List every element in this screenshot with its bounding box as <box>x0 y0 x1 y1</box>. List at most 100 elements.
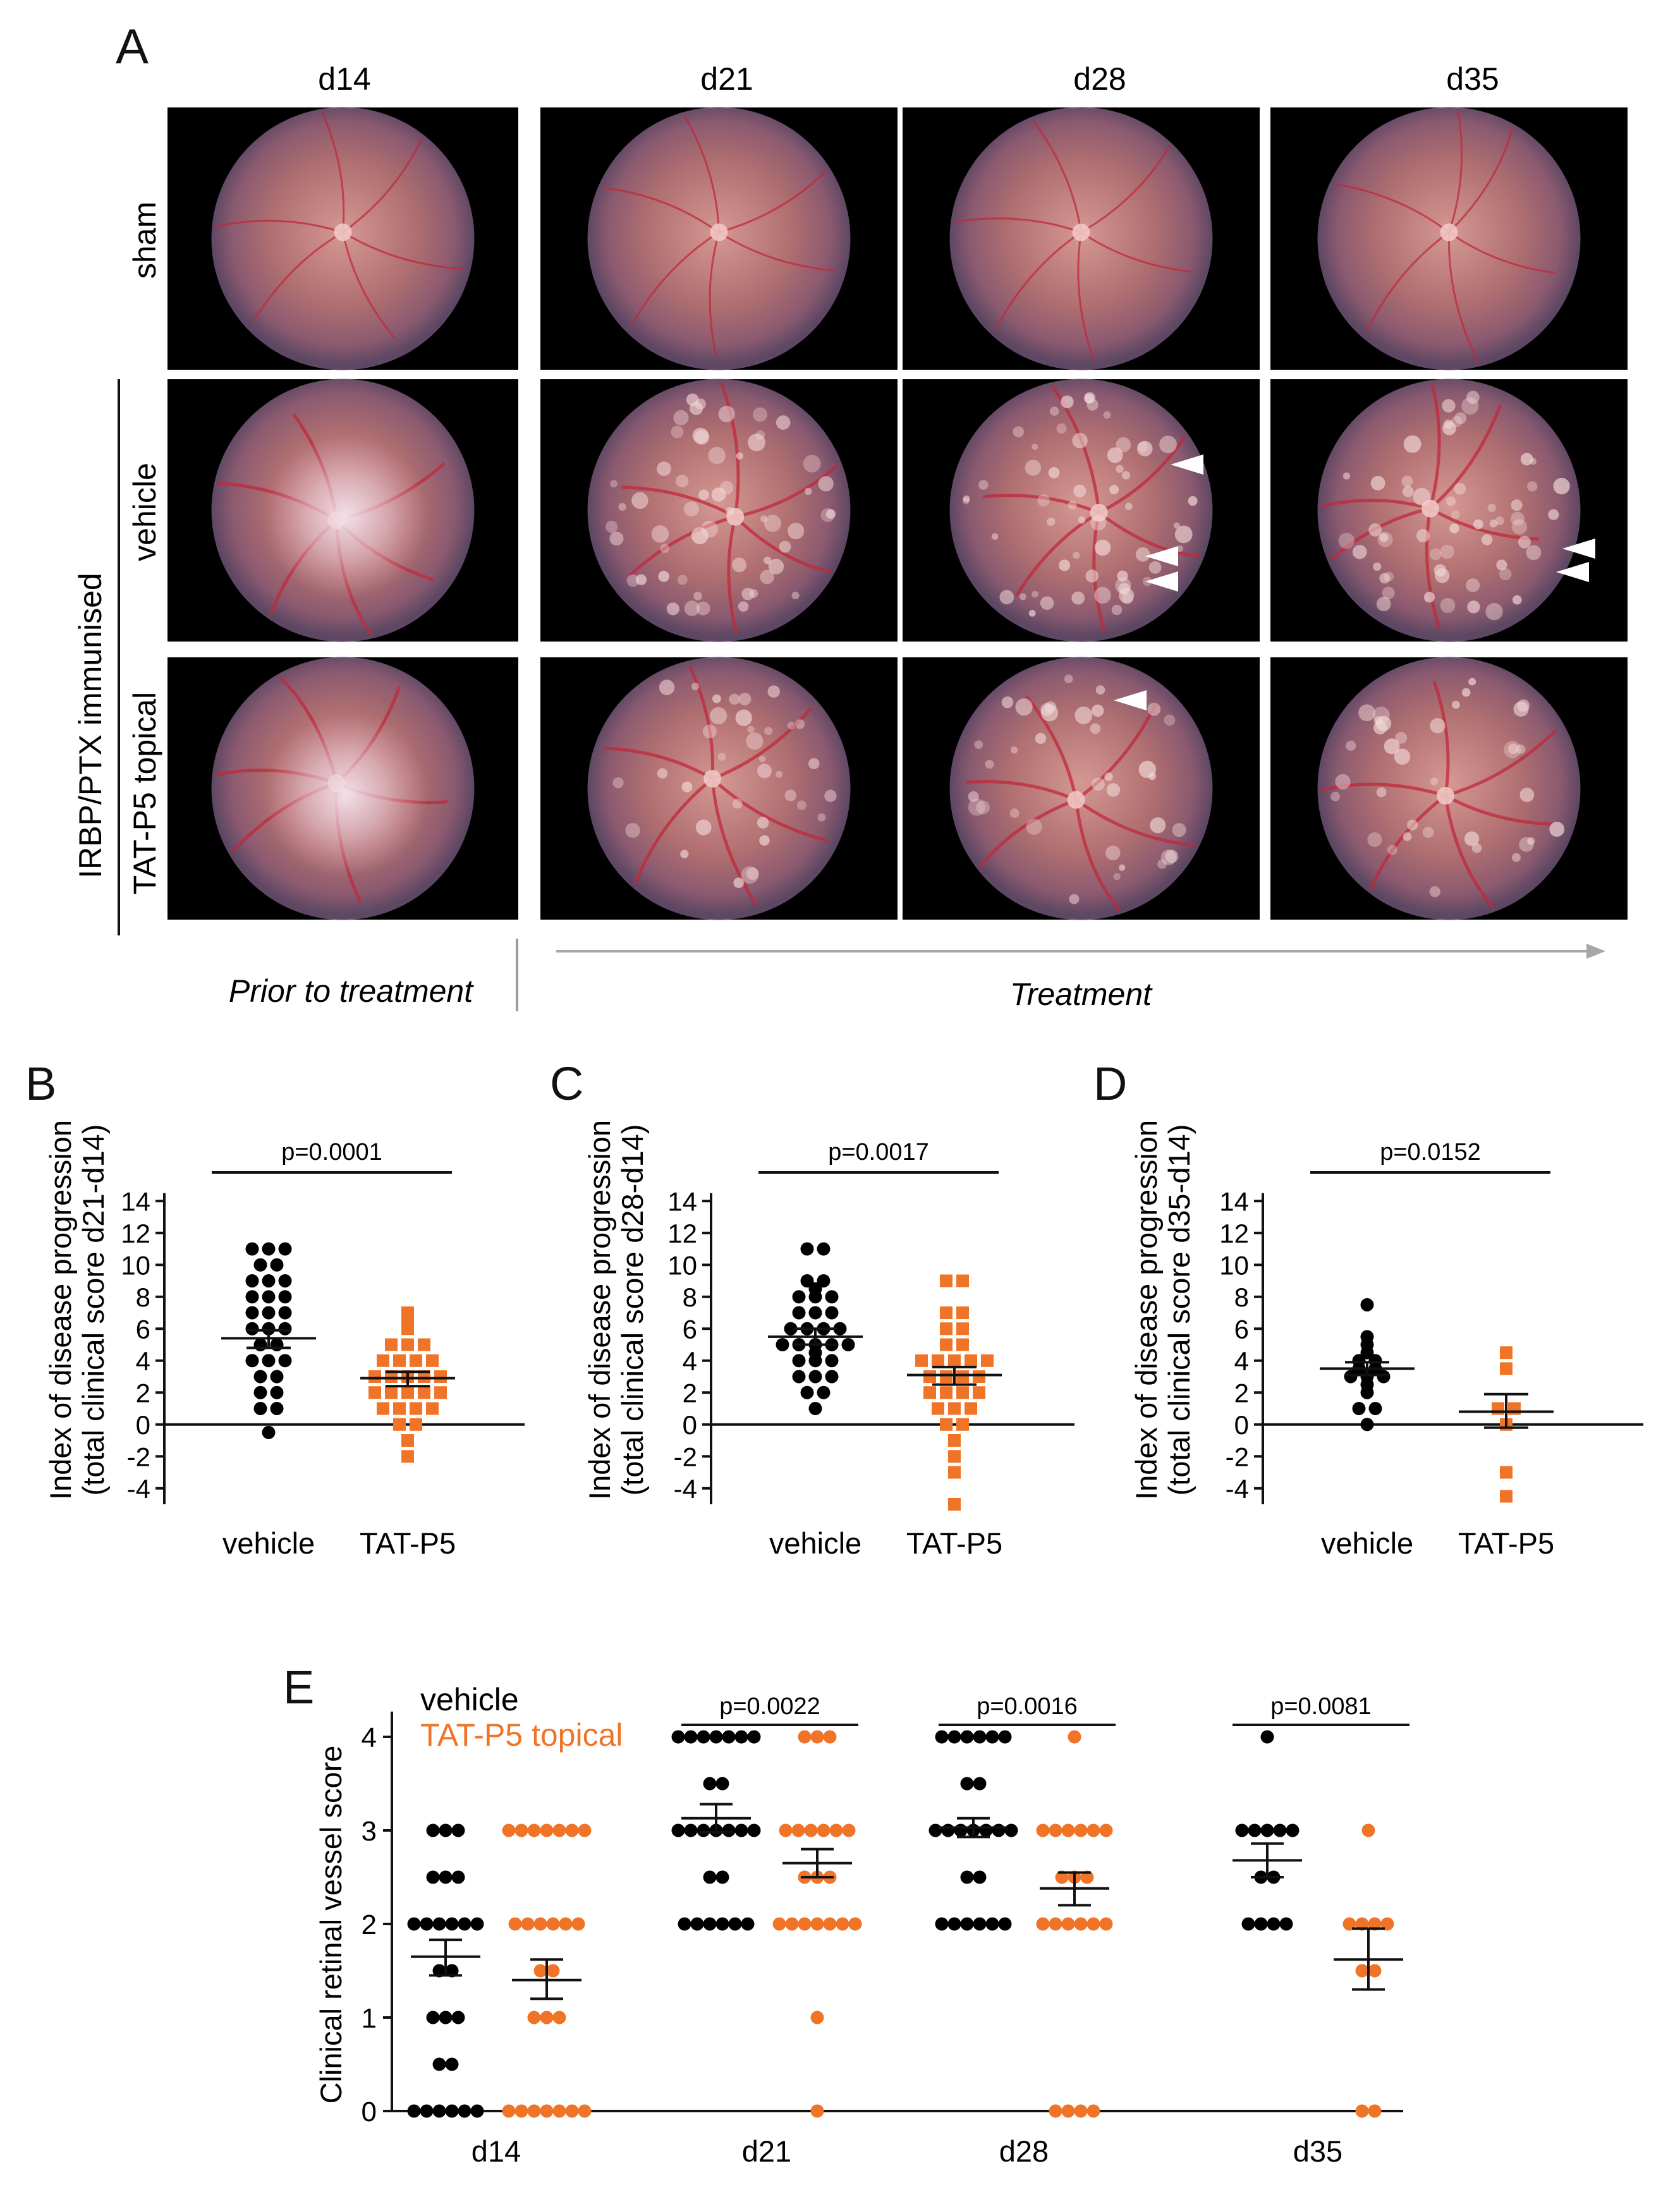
retinal-lesion <box>817 813 826 822</box>
data-point-TAT-P5 <box>401 1386 414 1399</box>
retinal-vessel <box>1014 511 1100 597</box>
data-point-vehicle <box>458 1917 472 1931</box>
retinal-vessel <box>628 515 736 577</box>
data-point-TAT-P5 <box>1500 1362 1513 1375</box>
retinal-vessel <box>1447 232 1480 363</box>
data-point-vehicle <box>928 1823 942 1837</box>
retinal-lesion <box>1548 509 1559 520</box>
data-point-TAT-P5-topical <box>578 1823 592 1837</box>
retinal-lesion <box>1376 787 1387 798</box>
data-point-TAT-P5-topical <box>1355 1964 1369 1978</box>
data-point-TAT-P5 <box>915 1354 928 1367</box>
data-point-TAT-P5-topical <box>1049 2104 1062 2118</box>
data-point-TAT-P5 <box>410 1354 422 1367</box>
retinal-lesion <box>618 502 626 511</box>
retinal-lesion <box>776 415 791 430</box>
retinal-lesion <box>1135 547 1150 562</box>
retinal-lesion <box>1384 738 1400 755</box>
data-point-TAT-P5 <box>418 1370 430 1383</box>
retinal-lesion <box>1368 523 1382 537</box>
retinal-lesion <box>768 559 784 575</box>
retinal-lesion <box>1107 447 1123 463</box>
retinal-lesion <box>976 800 990 815</box>
retinal-lesion <box>659 679 675 695</box>
data-point-TAT-P5 <box>948 1354 961 1367</box>
retinal-lesion <box>1495 516 1504 525</box>
retinal-lesion <box>803 454 821 473</box>
data-point-vehicle <box>1248 1823 1262 1837</box>
data-point-TAT-P5-topical <box>823 1730 837 1744</box>
retinal-lesion <box>1037 494 1050 507</box>
data-point-TAT-P5-topical <box>810 2011 824 2024</box>
data-point-vehicle <box>1267 1917 1281 1931</box>
retinal-lesion <box>1116 465 1124 473</box>
data-point-vehicle <box>684 1823 698 1837</box>
data-point-TAT-P5-topical <box>810 1730 824 1744</box>
retinal-lesion <box>741 866 759 884</box>
retinal-lesion <box>767 685 781 698</box>
retinal-lesion <box>1511 519 1527 535</box>
data-point-vehicle <box>817 1385 831 1399</box>
data-point-vehicle <box>703 1917 717 1931</box>
data-point-vehicle <box>947 1730 961 1744</box>
retinal-lesion <box>729 693 740 705</box>
data-point-vehicle <box>833 1322 847 1336</box>
retinal-lesion <box>658 571 669 582</box>
retinal-lesion <box>657 768 668 779</box>
retinal-lesion <box>1430 718 1446 734</box>
data-point-TAT-P5 <box>434 1386 447 1399</box>
data-point-vehicle <box>973 1917 987 1931</box>
retinal-lesion <box>625 823 640 838</box>
p-value-label: p=0.0081 <box>1270 1693 1372 1720</box>
retinal-lesion <box>1095 685 1105 695</box>
retinal-lesion <box>673 410 689 426</box>
data-point-TAT-P5-topical <box>514 2104 528 2118</box>
retinal-lesion <box>732 798 743 809</box>
retinal-vessel <box>342 232 396 339</box>
retinal-lesion <box>631 492 648 509</box>
data-point-TAT-P5 <box>965 1354 977 1367</box>
data-point-vehicle <box>808 1306 822 1320</box>
retinal-lesion <box>1473 519 1483 530</box>
retinal-lesion <box>757 817 769 829</box>
retinal-lesion <box>660 544 670 554</box>
data-point-TAT-P5 <box>948 1498 961 1511</box>
data-point-vehicle <box>792 1290 806 1304</box>
retinal-lesion <box>760 569 774 585</box>
retinal-lesion <box>1040 702 1054 716</box>
prior-to-treatment-label: Prior to treatment <box>229 973 474 1009</box>
optic-disc <box>334 223 352 241</box>
retinal-lesion <box>805 487 812 495</box>
data-point-TAT-P5 <box>426 1402 439 1415</box>
retinal-lesion <box>1466 391 1480 405</box>
y-axis-label: (total clinical score d35-d14) <box>1162 1124 1196 1496</box>
y-tick-label: -4 <box>127 1474 150 1504</box>
retinal-lesion <box>1499 568 1512 581</box>
data-point-vehicle <box>722 1730 736 1744</box>
y-axis-label: Clinical retinal vessel score <box>314 1746 348 2104</box>
retinal-lesion <box>1068 501 1077 509</box>
retinal-lesion <box>753 407 768 422</box>
col-label-d14: d14 <box>318 61 370 97</box>
retinal-lesion <box>695 398 706 410</box>
data-point-TAT-P5-topical <box>540 1823 554 1837</box>
retinal-lesion <box>1103 411 1111 419</box>
y-axis-label: (total clinical score d28-d14) <box>616 1124 649 1496</box>
retinal-lesion <box>692 427 709 444</box>
retinal-lesion <box>1430 777 1439 786</box>
data-point-vehicle <box>278 1322 292 1336</box>
retinal-lesion <box>1035 733 1047 745</box>
data-point-vehicle <box>715 1870 729 1884</box>
retinal-vessel <box>1448 127 1514 233</box>
data-point-vehicle <box>1360 1418 1374 1432</box>
data-point-vehicle <box>1368 1402 1382 1415</box>
retinal-lesion <box>1416 528 1430 542</box>
y-tick-label: 0 <box>362 2097 377 2127</box>
data-point-vehicle <box>1286 1823 1300 1837</box>
y-axis-label: Index of disease progression <box>583 1120 616 1500</box>
y-tick-label: 4 <box>136 1346 150 1376</box>
retinal-lesion <box>1451 510 1460 520</box>
p-value-label: p=0.0017 <box>828 1139 929 1166</box>
retinal-lesion <box>1090 514 1107 531</box>
